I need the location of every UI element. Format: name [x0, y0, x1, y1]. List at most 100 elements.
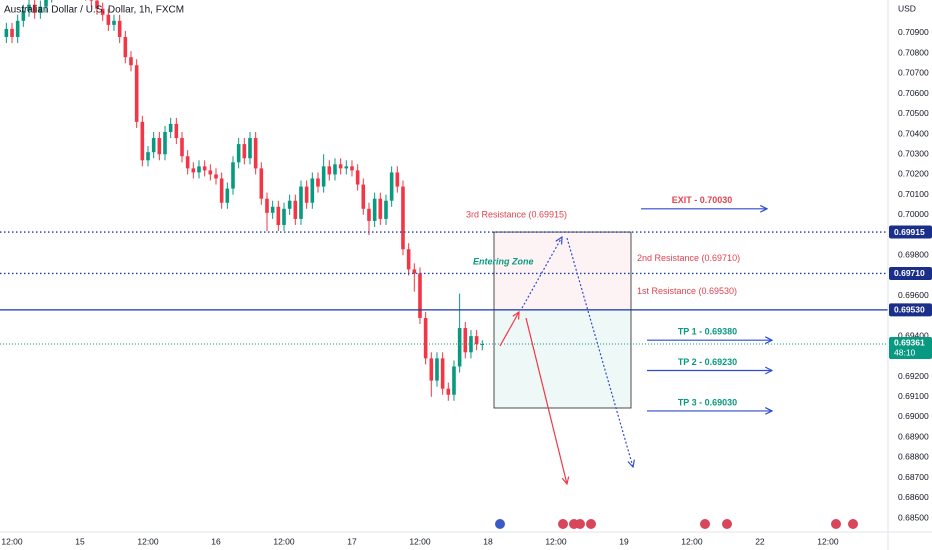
candle-body [316, 178, 320, 187]
y-tick-label: 0.70900 [898, 27, 929, 37]
candle-body [32, 4, 37, 13]
candle-body [95, 0, 99, 9]
candle-body [401, 186, 405, 250]
y-tick-label: 0.70700 [898, 68, 929, 78]
candle-body [367, 208, 371, 221]
y-tick-label: 0.70200 [898, 169, 929, 179]
candle-body [469, 336, 473, 353]
candle-body [174, 123, 179, 139]
candle-body [44, 0, 48, 7]
candle-body [168, 123, 173, 132]
candle-body [242, 144, 247, 159]
y-tick-label: 0.70100 [898, 189, 929, 199]
chart-title: Australian Dollar / U.S. Dollar, 1h, FXC… [4, 5, 184, 16]
candle-body [395, 172, 400, 187]
candle-body [208, 170, 213, 175]
candle-body [350, 166, 354, 171]
event-icon [700, 519, 710, 529]
candle-body [361, 184, 366, 209]
candle-body [446, 388, 451, 395]
candle-body [180, 138, 184, 157]
candle-body [310, 178, 315, 203]
candle-body [304, 186, 309, 203]
plot-area [0, 0, 888, 409]
candle-body [123, 36, 128, 58]
candle-body [344, 166, 349, 169]
zone-label: Entering Zone [473, 256, 534, 266]
candle-body [202, 166, 207, 171]
candle-body [480, 344, 485, 346]
candle-body [253, 138, 258, 169]
candle-body [100, 8, 105, 15]
candle-body [21, 10, 26, 21]
y-tick-label: 0.70800 [898, 47, 929, 57]
level-label: 3rd Resistance (0.69915) [466, 209, 567, 219]
y-tick-label: 0.68700 [898, 472, 929, 482]
y-tick-label: 0.70500 [898, 108, 929, 118]
x-tick-label: 12:00 [409, 536, 431, 546]
candle-body [231, 162, 235, 189]
candle-body [276, 206, 281, 225]
candle-body [389, 172, 394, 201]
x-tick-label: 12:00 [1, 536, 23, 546]
candle-body [372, 198, 377, 221]
target-label: EXIT - 0.70030 [672, 195, 733, 205]
y-tick-label: 0.69100 [898, 391, 929, 401]
event-icon [831, 519, 841, 529]
event-icon [848, 519, 858, 529]
y-tick-label: 0.69000 [898, 411, 929, 421]
candle-body [248, 138, 252, 159]
candle-body [338, 164, 343, 169]
x-tick-label: 15 [75, 536, 85, 546]
y-tick-label: 0.70300 [898, 148, 929, 158]
candle-body [4, 28, 9, 37]
candle-body [140, 121, 145, 161]
candle-body [463, 328, 468, 353]
x-tick-label: 12:00 [545, 536, 567, 546]
y-tick-label: 0.68900 [898, 431, 929, 441]
event-icon [575, 519, 585, 529]
price-tag [889, 303, 932, 317]
candle-body [270, 206, 275, 213]
entry-arrow [499, 312, 519, 347]
candle-body [333, 164, 337, 175]
candle-body [423, 317, 428, 359]
x-tick-label: 12:00 [137, 536, 159, 546]
y-tick-label: 0.69200 [898, 371, 929, 381]
candle-body [299, 186, 303, 219]
y-tick-label: 0.69800 [898, 250, 929, 260]
candle-body [452, 366, 456, 395]
x-tick-label: 18 [483, 536, 493, 546]
event-icon [495, 519, 505, 529]
candle-body [327, 166, 332, 175]
y-tick-label: 0.69600 [898, 290, 929, 300]
candle-body [236, 144, 241, 163]
currency-label: USD [898, 3, 916, 13]
candle-body [440, 358, 445, 389]
target-label: TP 2 - 0.69230 [678, 357, 737, 367]
price-tag-label: 0.69915 [894, 227, 925, 237]
candle-body [406, 249, 411, 270]
candle-body [146, 152, 150, 161]
candle-body [191, 168, 196, 173]
x-tick-label: 12:00 [681, 536, 703, 546]
y-tick-label: 0.68600 [898, 492, 929, 502]
event-icon [586, 519, 596, 529]
x-tick-label: 16 [211, 536, 221, 546]
candle-body [89, 0, 94, 1]
candle-body [355, 170, 360, 185]
candle-body [412, 269, 417, 274]
candle-body [225, 188, 230, 203]
x-tick-label: 12:00 [273, 536, 295, 546]
price-tag [889, 225, 932, 239]
candle-body [163, 131, 167, 155]
last-price-tag [889, 337, 932, 360]
candle-body [157, 138, 162, 155]
candle-body [112, 20, 116, 25]
candle-body [321, 166, 326, 187]
y-tick-label: 0.69400 [898, 330, 929, 340]
resistance-box [493, 231, 632, 311]
y-tick-label: 0.68800 [898, 452, 929, 462]
